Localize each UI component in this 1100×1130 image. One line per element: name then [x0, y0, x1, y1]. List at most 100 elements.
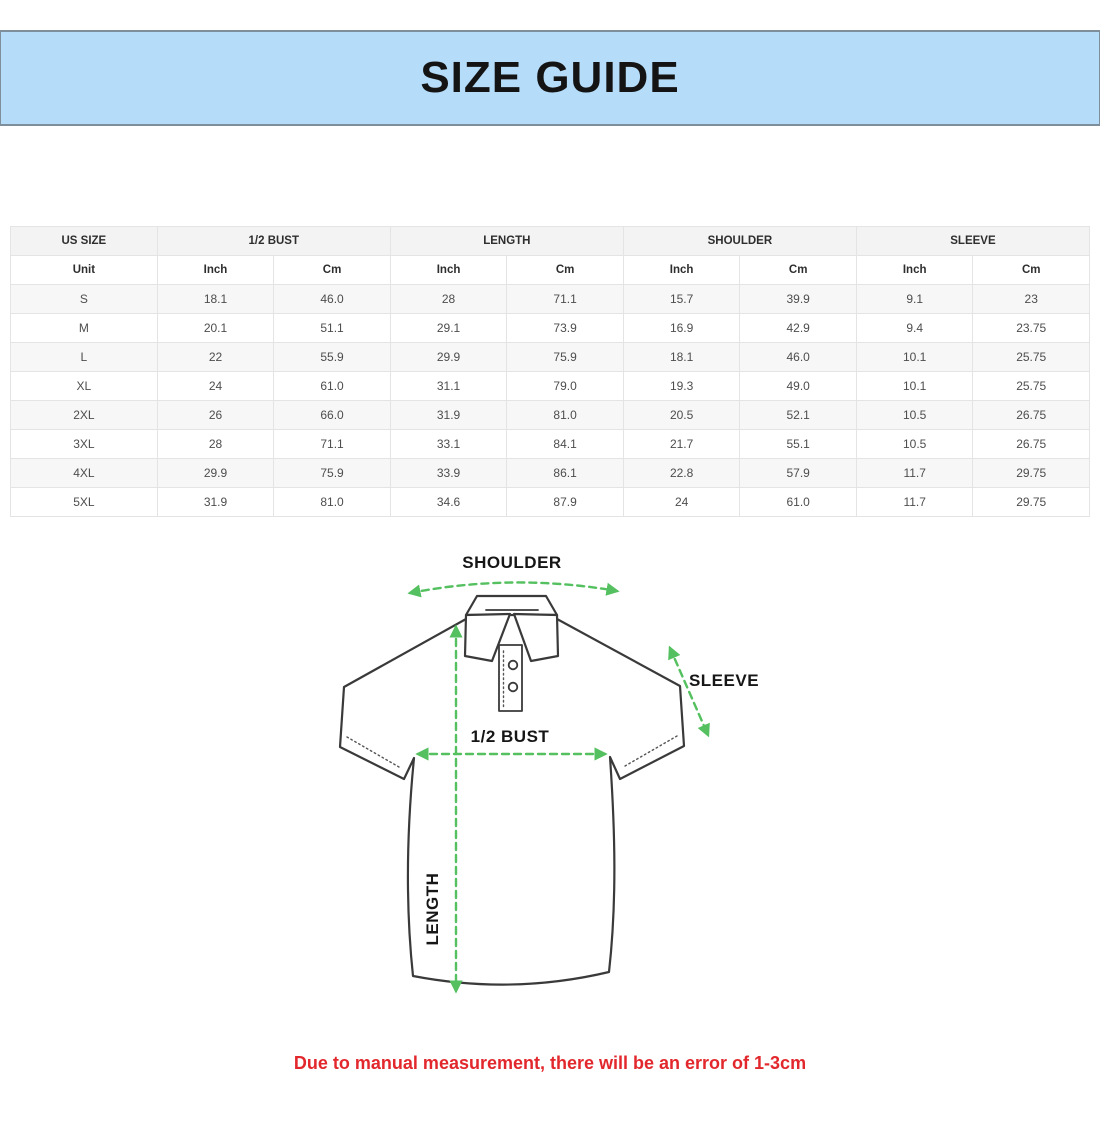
table-group-row: US SIZE 1/2 BUST LENGTH SHOULDER SLEEVE [10, 226, 1091, 256]
unit-header-cell: Inch [622, 255, 741, 285]
size-cell: 10.5 [855, 429, 974, 459]
size-cell: 2XL [10, 400, 158, 430]
size-cell: 26.75 [972, 429, 1090, 459]
size-cell: 31.9 [389, 400, 508, 430]
unit-header-cell: Cm [739, 255, 857, 285]
button-top [507, 659, 519, 671]
size-row: S 18.1 46.0 28 71.1 15.7 39.9 9.1 23 [10, 284, 1090, 314]
size-cell: 81.0 [506, 400, 624, 430]
size-cell: 51.1 [273, 313, 391, 343]
unit-header-cell: Cm [972, 255, 1090, 285]
size-row: M 20.1 51.1 29.1 73.9 16.9 42.9 9.4 23.75 [10, 313, 1090, 343]
size-cell: 46.0 [739, 342, 857, 372]
size-cell: 22.8 [622, 458, 741, 488]
unit-header-cell: Inch [855, 255, 974, 285]
size-row: L 22 55.9 29.9 75.9 18.1 46.0 10.1 25.75 [10, 342, 1090, 372]
size-cell: 10.5 [855, 400, 974, 430]
unit-header-cell: Cm [273, 255, 391, 285]
size-cell: 11.7 [855, 487, 974, 517]
unit-header-cell: Inch [156, 255, 275, 285]
column-group-header: SHOULDER [622, 226, 857, 256]
page-title: SIZE GUIDE [420, 53, 680, 102]
size-cell: 55.9 [273, 342, 391, 372]
size-cell: S [10, 284, 158, 314]
size-cell: 71.1 [273, 429, 391, 459]
size-cell: 84.1 [506, 429, 624, 459]
size-cell: 66.0 [273, 400, 391, 430]
button-bottom [507, 681, 519, 693]
size-cell: 57.9 [739, 458, 857, 488]
size-cell: 29.75 [972, 487, 1090, 517]
size-cell: 25.75 [972, 342, 1090, 372]
size-cell: 29.75 [972, 458, 1090, 488]
column-group-header: LENGTH [389, 226, 624, 256]
size-chart-table: US SIZE 1/2 BUST LENGTH SHOULDER SLEEVE Unit… [10, 226, 1091, 517]
size-cell: 61.0 [739, 487, 857, 517]
size-cell: 81.0 [273, 487, 391, 517]
size-cell: 26 [156, 400, 275, 430]
size-cell: 28 [389, 284, 508, 314]
bust-label: 1/2 BUST [471, 727, 550, 746]
size-cell: 11.7 [855, 458, 974, 488]
size-cell: 10.1 [855, 342, 974, 372]
column-group-header: SLEEVE [855, 226, 1091, 256]
size-cell: 29.9 [389, 342, 508, 372]
size-cell: 22 [156, 342, 275, 372]
unit-header-cell: Cm [506, 255, 624, 285]
size-row: 2XL 26 66.0 31.9 81.0 20.5 52.1 10.5 26.75 [10, 400, 1090, 430]
size-cell: 18.1 [622, 342, 741, 372]
size-cell: 21.7 [622, 429, 741, 459]
size-cell: 75.9 [506, 342, 624, 372]
column-group-header: US SIZE [10, 226, 158, 256]
sleeve-measure-arrow [668, 645, 710, 738]
size-cell: 33.9 [389, 458, 508, 488]
size-cell: 34.6 [389, 487, 508, 517]
size-cell: 3XL [10, 429, 158, 459]
size-cell: 19.3 [622, 371, 741, 401]
size-cell: 20.5 [622, 400, 741, 430]
size-cell: 87.9 [506, 487, 624, 517]
size-cell: M [10, 313, 158, 343]
collar-band [464, 594, 559, 617]
length-label: LENGTH [423, 873, 442, 946]
size-cell: 29.9 [156, 458, 275, 488]
size-cell: 71.1 [506, 284, 624, 314]
size-chart-section: US SIZE 1/2 BUST LENGTH SHOULDER SLEEVE Unit… [10, 226, 1091, 517]
size-cell: 5XL [10, 487, 158, 517]
size-cell: 42.9 [739, 313, 857, 343]
size-cell: 29.1 [389, 313, 508, 343]
size-cell: 24 [156, 371, 275, 401]
collar-left-leaf [463, 612, 512, 663]
size-cell: 31.1 [389, 371, 508, 401]
size-cell: XL [10, 371, 158, 401]
size-cell: 61.0 [273, 371, 391, 401]
size-cell: L [10, 342, 158, 372]
collar-right-leaf [512, 612, 560, 663]
size-cell: 16.9 [622, 313, 741, 343]
size-cell: 33.1 [389, 429, 508, 459]
size-cell: 9.1 [855, 284, 974, 314]
size-row: XL 24 61.0 31.1 79.0 19.3 49.0 10.1 25.75 [10, 371, 1090, 401]
size-cell: 9.4 [855, 313, 974, 343]
size-cell: 73.9 [506, 313, 624, 343]
placket [498, 644, 523, 712]
size-cell: 49.0 [739, 371, 857, 401]
size-cell: 46.0 [273, 284, 391, 314]
size-cell: 10.1 [855, 371, 974, 401]
size-row: 4XL 29.9 75.9 33.9 86.1 22.8 57.9 11.7 29.75 [10, 458, 1090, 488]
unit-header-cell: Unit [10, 255, 158, 285]
size-cell: 52.1 [739, 400, 857, 430]
size-cell: 55.1 [739, 429, 857, 459]
shirt-body-outline [338, 617, 686, 986]
size-cell: 25.75 [972, 371, 1090, 401]
size-cell: 28 [156, 429, 275, 459]
polo-shirt-illustration: SHOULDER SLEEVE 1/2 BUST LENGTH [338, 553, 759, 994]
size-guide-banner: SIZE GUIDE [0, 30, 1100, 126]
shoulder-measure-arrow [407, 581, 620, 598]
left-sleeve-stitch [346, 736, 400, 768]
size-cell: 26.75 [972, 400, 1090, 430]
size-cell: 24 [622, 487, 741, 517]
size-cell: 23.75 [972, 313, 1090, 343]
size-cell: 23 [972, 284, 1090, 314]
sleeve-label: SLEEVE [689, 671, 759, 690]
